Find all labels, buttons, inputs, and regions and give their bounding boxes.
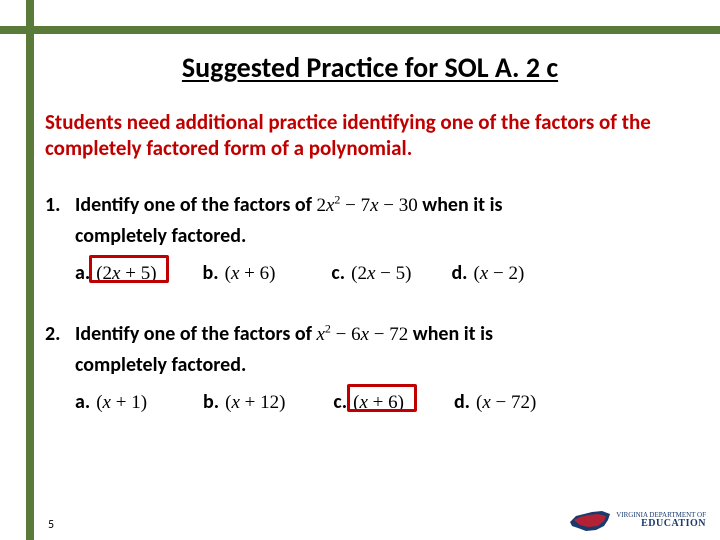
- question-2: 2. Identify one of the factors of x2 − 6…: [45, 319, 695, 418]
- choice-expression: (x − 72): [476, 388, 536, 417]
- slide-content: Suggested Practice for SOL A. 2 c Studen…: [45, 50, 695, 530]
- question-stem: Identify one of the factors of: [75, 322, 316, 346]
- question-stem-line2: completely factored.: [45, 221, 695, 252]
- choice-expression: (x + 6): [225, 259, 276, 288]
- page-title: Suggested Practice for SOL A. 2 c: [45, 50, 695, 85]
- choice-a: a. (2x + 5): [75, 258, 157, 289]
- choice-expression: (x + 6): [353, 388, 404, 417]
- choice-c: c. (2x − 5): [331, 258, 411, 289]
- choice-a: a. (x + 1): [75, 387, 147, 418]
- question-1: 1. Identify one of the factors of 2x2 − …: [45, 190, 695, 289]
- instruction-text: Students need additional practice identi…: [45, 109, 695, 162]
- choice-expression: (x + 12): [225, 388, 285, 417]
- choice-expression: (2x − 5): [351, 259, 411, 288]
- question-expression: 2x2 − 7x − 30: [316, 195, 417, 216]
- question-number: 1.: [45, 190, 75, 221]
- logo-text: VIRGINIA DEPARTMENT OF EDUCATION: [616, 512, 706, 530]
- answer-choices: a. (2x + 5) b. (x + 6) c. (2x − 5) d. (x…: [45, 258, 695, 289]
- question-stem-line2: completely factored.: [45, 350, 695, 381]
- vdoe-logo: VIRGINIA DEPARTMENT OF EDUCATION: [568, 508, 706, 534]
- slide-border-left: [26, 0, 34, 540]
- question-stem-after: when it is: [413, 322, 493, 346]
- choice-d: d. (x − 72): [454, 387, 536, 418]
- choice-b: b. (x + 12): [203, 387, 285, 418]
- choice-c: c. (x + 6): [333, 387, 404, 418]
- choice-expression: (x − 2): [474, 259, 525, 288]
- question-expression: x2 − 6x − 72: [316, 324, 408, 345]
- question-number: 2.: [45, 319, 75, 350]
- slide-border-top: [0, 26, 720, 34]
- virginia-shape-icon: [568, 508, 612, 534]
- slide-number: 5: [48, 518, 54, 532]
- choice-b: b. (x + 6): [203, 258, 276, 289]
- choice-expression: (2x + 5): [96, 259, 156, 288]
- answer-choices: a. (x + 1) b. (x + 12) c. (x + 6) d. (x …: [45, 387, 695, 418]
- question-stem: Identify one of the factors of: [75, 193, 316, 217]
- choice-expression: (x + 1): [96, 388, 147, 417]
- question-stem-after: when it is: [422, 193, 502, 217]
- choice-d: d. (x − 2): [451, 258, 524, 289]
